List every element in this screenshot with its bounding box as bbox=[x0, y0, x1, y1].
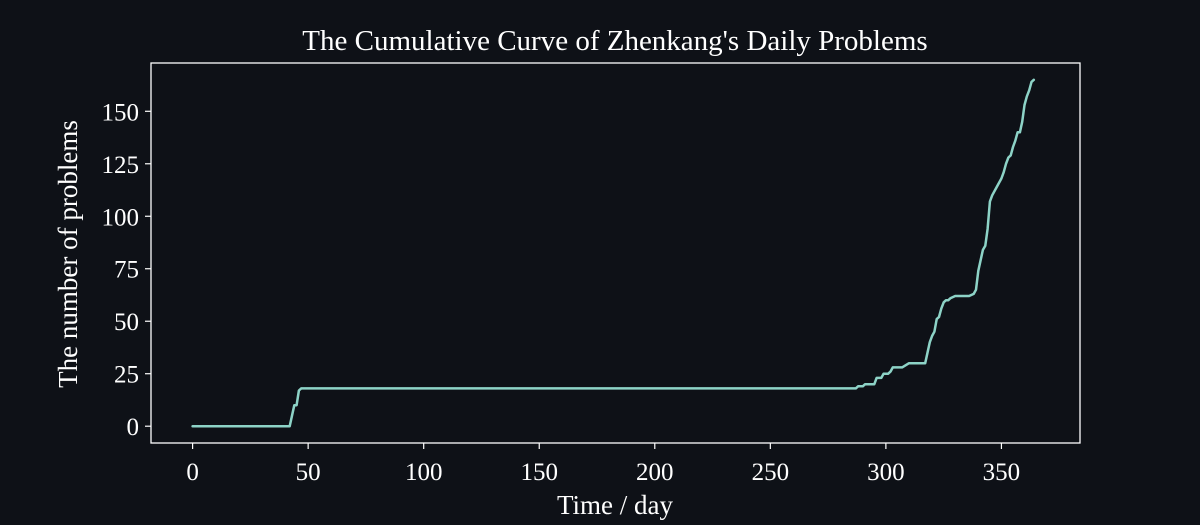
x-tick-label: 250 bbox=[752, 459, 790, 486]
y-axis-label: The number of problems bbox=[53, 120, 83, 388]
x-tick-label: 100 bbox=[405, 459, 443, 486]
y-tick-label: 125 bbox=[102, 152, 140, 179]
x-tick-label: 0 bbox=[186, 459, 199, 486]
y-tick-label: 100 bbox=[102, 204, 140, 231]
x-tick-label: 350 bbox=[983, 459, 1021, 486]
x-tick-label: 50 bbox=[296, 459, 321, 486]
y-tick-label: 0 bbox=[127, 414, 140, 441]
x-tick-label: 300 bbox=[867, 459, 905, 486]
series-line-0 bbox=[191, 78, 1036, 428]
chart-title: The Cumulative Curve of Zhenkang's Daily… bbox=[302, 25, 927, 57]
y-tick-label: 150 bbox=[102, 99, 140, 126]
x-tick-label: 150 bbox=[520, 459, 558, 486]
y-tick-label: 25 bbox=[114, 362, 139, 389]
x-tick-label: 200 bbox=[636, 459, 674, 486]
y-tick-label: 75 bbox=[114, 257, 139, 284]
axes-frame bbox=[150, 62, 1081, 444]
y-tick-label: 50 bbox=[114, 309, 139, 336]
x-axis-label: Time / day bbox=[557, 490, 674, 520]
plot-area: 0 50 100 150 200 250 300 350 0 25 50 75 100 125 150 bbox=[102, 62, 1081, 486]
